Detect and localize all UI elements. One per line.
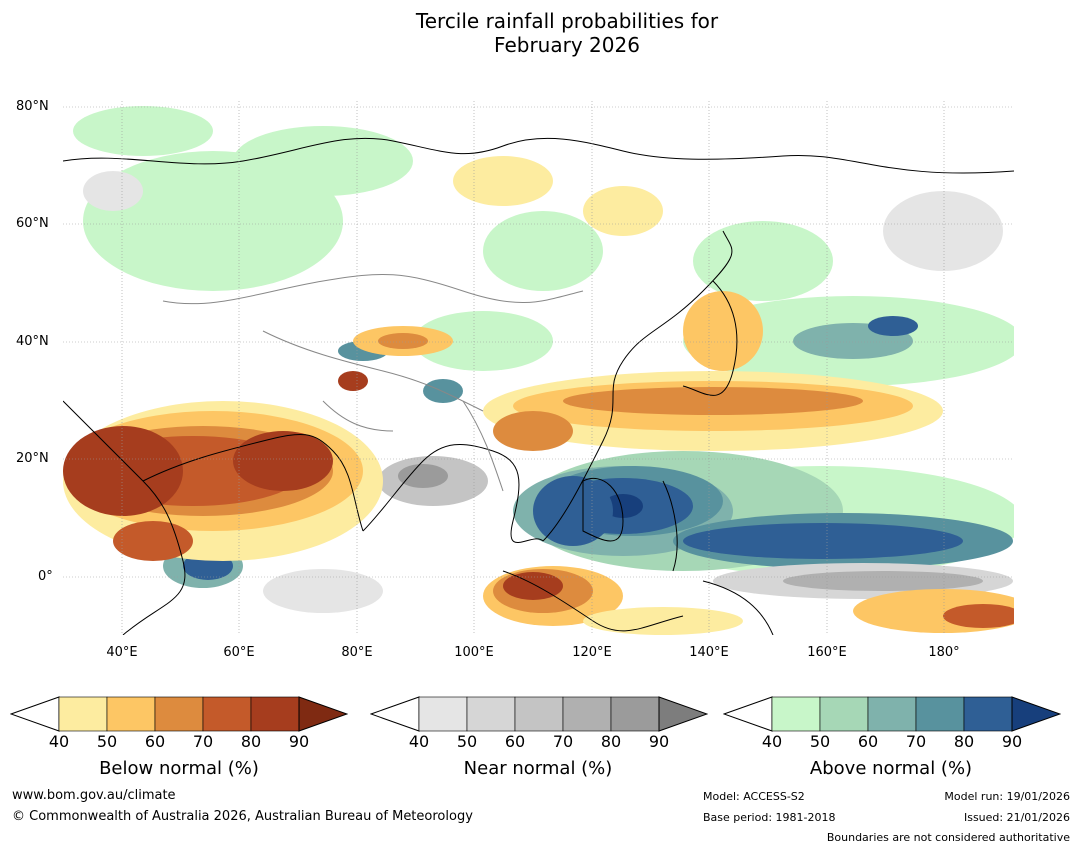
title-line-2: February 2026: [494, 33, 640, 57]
below-tick-80: 80: [240, 732, 262, 751]
below-normal-colorbar: [10, 696, 348, 732]
near-normal-colorbar: [370, 696, 708, 732]
above-tick-90: 90: [1001, 732, 1023, 751]
lon-label-40e: 40°E: [106, 645, 138, 660]
colorbar-swatch: [562, 696, 612, 732]
lon-label-100e: 100°E: [454, 645, 494, 660]
issued-date: Issued: 21/01/2026: [963, 811, 1070, 824]
lon-label-160e: 160°E: [807, 645, 847, 660]
below-tick-60: 60: [144, 732, 166, 751]
lat-label-40n: 40°N: [16, 334, 49, 349]
near-tick-40: 40: [408, 732, 430, 751]
near-tick-90: 90: [648, 732, 670, 751]
above-normal-regions: [73, 106, 1014, 588]
colorbar-swatch: [202, 696, 252, 732]
colorbar-swatch: [658, 696, 708, 732]
colorbar-swatch: [867, 696, 917, 732]
below-normal-label: Below normal (%): [99, 758, 259, 779]
near-tick-60: 60: [504, 732, 526, 751]
title-line-1: Tercile rainfall probabilities for: [415, 9, 719, 33]
colorbar-swatch: [466, 696, 516, 732]
colorbar-swatch: [418, 696, 468, 732]
model-name: Model: ACCESS-S2: [703, 790, 805, 803]
lon-label-180: 180°: [928, 645, 960, 660]
colorbar-swatch: [514, 696, 564, 732]
below-tick-40: 40: [48, 732, 70, 751]
colorbar-swatch: [915, 696, 965, 732]
above-normal-label: Above normal (%): [809, 758, 973, 779]
above-tick-60: 60: [857, 732, 879, 751]
lat-label-60n: 60°N: [16, 216, 49, 231]
website-link[interactable]: www.bom.gov.au/climate: [12, 788, 176, 803]
colorbar-swatch: [963, 696, 1013, 732]
country-borders: [162, 273, 584, 492]
colorbar-swatch: [106, 696, 156, 732]
lon-label-80e: 80°E: [341, 645, 373, 660]
below-tick-70: 70: [192, 732, 214, 751]
near-tick-70: 70: [552, 732, 574, 751]
below-normal-regions: [63, 156, 1014, 635]
near-tick-50: 50: [456, 732, 478, 751]
colorbar-swatch: [250, 696, 300, 732]
lon-label-140e: 140°E: [689, 645, 729, 660]
colorbar-swatch: [610, 696, 660, 732]
model-run-date: Model run: 19/01/2026: [944, 790, 1070, 803]
near-tick-80: 80: [600, 732, 622, 751]
above-tick-50: 50: [809, 732, 831, 751]
above-normal-colorbar: [723, 696, 1061, 732]
colorbar-swatch: [154, 696, 204, 732]
map-title: Tercile rainfall probabilities for Febru…: [0, 9, 1081, 57]
below-tick-50: 50: [96, 732, 118, 751]
copyright-text: © Commonwealth of Australia 2026, Austra…: [12, 809, 473, 824]
lat-label-equator: 0°: [38, 569, 53, 584]
above-tick-80: 80: [953, 732, 975, 751]
rainfall-probability-map: [63, 101, 1014, 635]
graticule: [63, 101, 1014, 635]
coastlines: [63, 137, 1014, 635]
lon-label-60e: 60°E: [223, 645, 255, 660]
near-normal-label: Near normal (%): [463, 758, 613, 779]
map-canvas: [63, 101, 1014, 635]
boundaries-note: Boundaries are not considered authoritat…: [826, 831, 1070, 844]
colorbar-swatch: [58, 696, 108, 732]
above-tick-70: 70: [905, 732, 927, 751]
colorbar-swatch: [819, 696, 869, 732]
lat-label-20n: 20°N: [16, 451, 49, 466]
colorbar-swatch: [1011, 696, 1061, 732]
lat-label-80n: 80°N: [16, 99, 49, 114]
above-tick-40: 40: [761, 732, 783, 751]
colorbar-swatch: [771, 696, 821, 732]
base-period: Base period: 1981-2018: [703, 811, 836, 824]
lon-label-120e: 120°E: [572, 645, 612, 660]
below-tick-90: 90: [288, 732, 310, 751]
colorbar-swatch: [298, 696, 348, 732]
